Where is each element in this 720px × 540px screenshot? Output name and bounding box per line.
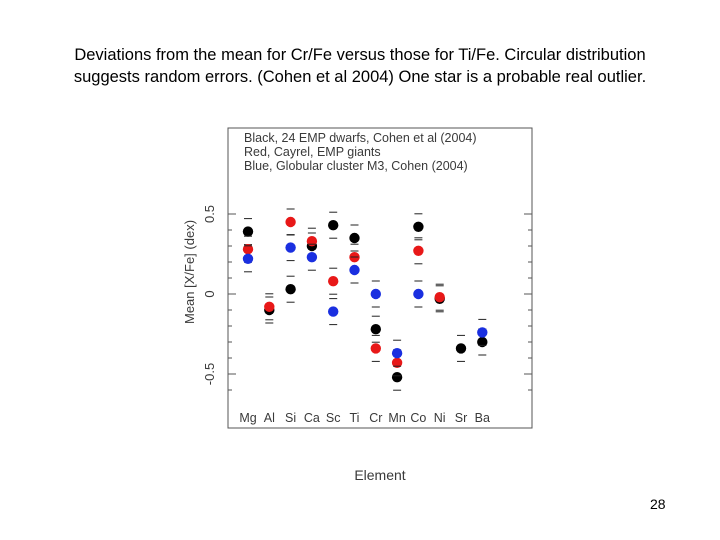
data-points [242,208,488,391]
x-tick-label: Sc [326,411,341,425]
slide-caption: Deviations from the mean for Cr/Fe versu… [20,44,700,88]
x-axis-tick-labels: Mg Al Si Ca Sc Ti Cr Mn Co Ni Sr Ba [239,411,490,425]
data-point [434,292,445,303]
data-point [349,232,360,244]
data-point [370,288,381,300]
data-point [306,236,318,247]
x-tick-label: Ca [304,411,320,425]
x-tick-label: Si [285,411,296,425]
x-tick-label: Sr [455,411,468,425]
data-point [285,284,296,295]
data-point [285,216,296,228]
data-point [391,348,403,359]
data-point [477,327,488,338]
data-point [370,324,381,335]
data-point [391,357,403,368]
x-tick-label: Co [410,411,426,425]
data-point [391,372,403,383]
x-tick-label: Ba [475,411,490,425]
data-point [264,301,275,312]
data-point [328,306,339,317]
data-point [328,220,339,231]
data-point [370,343,381,354]
page-number: 28 [650,496,666,512]
data-point [306,252,318,263]
data-point [413,288,424,300]
y-tick-label: 0 [202,290,217,297]
x-tick-label: Ti [350,411,360,425]
data-point [477,336,488,348]
x-tick-label: Cr [369,411,382,425]
data-point [242,253,254,264]
x-tick-label: Mn [388,411,405,425]
legend-entry: Blue, Globular cluster M3, Cohen (2004) [244,159,468,173]
data-point [349,264,360,276]
data-point [455,343,467,354]
x-tick-label: Ni [434,411,446,425]
data-point [328,276,339,287]
data-point [413,221,424,232]
y-tick-label: 0.5 [202,205,217,223]
data-point [285,242,296,253]
chart-legend: Black, 24 EMP dwarfs, Cohen et al (2004)… [244,131,477,173]
data-point [242,226,254,237]
x-tick-label: Mg [239,411,256,425]
plot-frame [227,127,533,429]
legend-entry: Black, 24 EMP dwarfs, Cohen et al (2004) [244,131,477,145]
y-axis-label: Mean [X/Fe] (dex) [182,220,197,324]
x-tick-label: Al [264,411,275,425]
data-point [413,245,424,256]
caption-line-2: suggests random errors. (Cohen et al 200… [73,68,647,86]
y-tick-label: -0.5 [202,363,217,385]
x-axis-label: Element [354,467,405,483]
plot-border [227,127,533,429]
caption-line-1: Deviations from the mean for Cr/Fe versu… [74,46,646,64]
legend-entry: Red, Cayrel, EMP giants [244,145,381,159]
y-axis: -0.5 0 0.5 [202,205,532,391]
data-point [242,244,254,255]
